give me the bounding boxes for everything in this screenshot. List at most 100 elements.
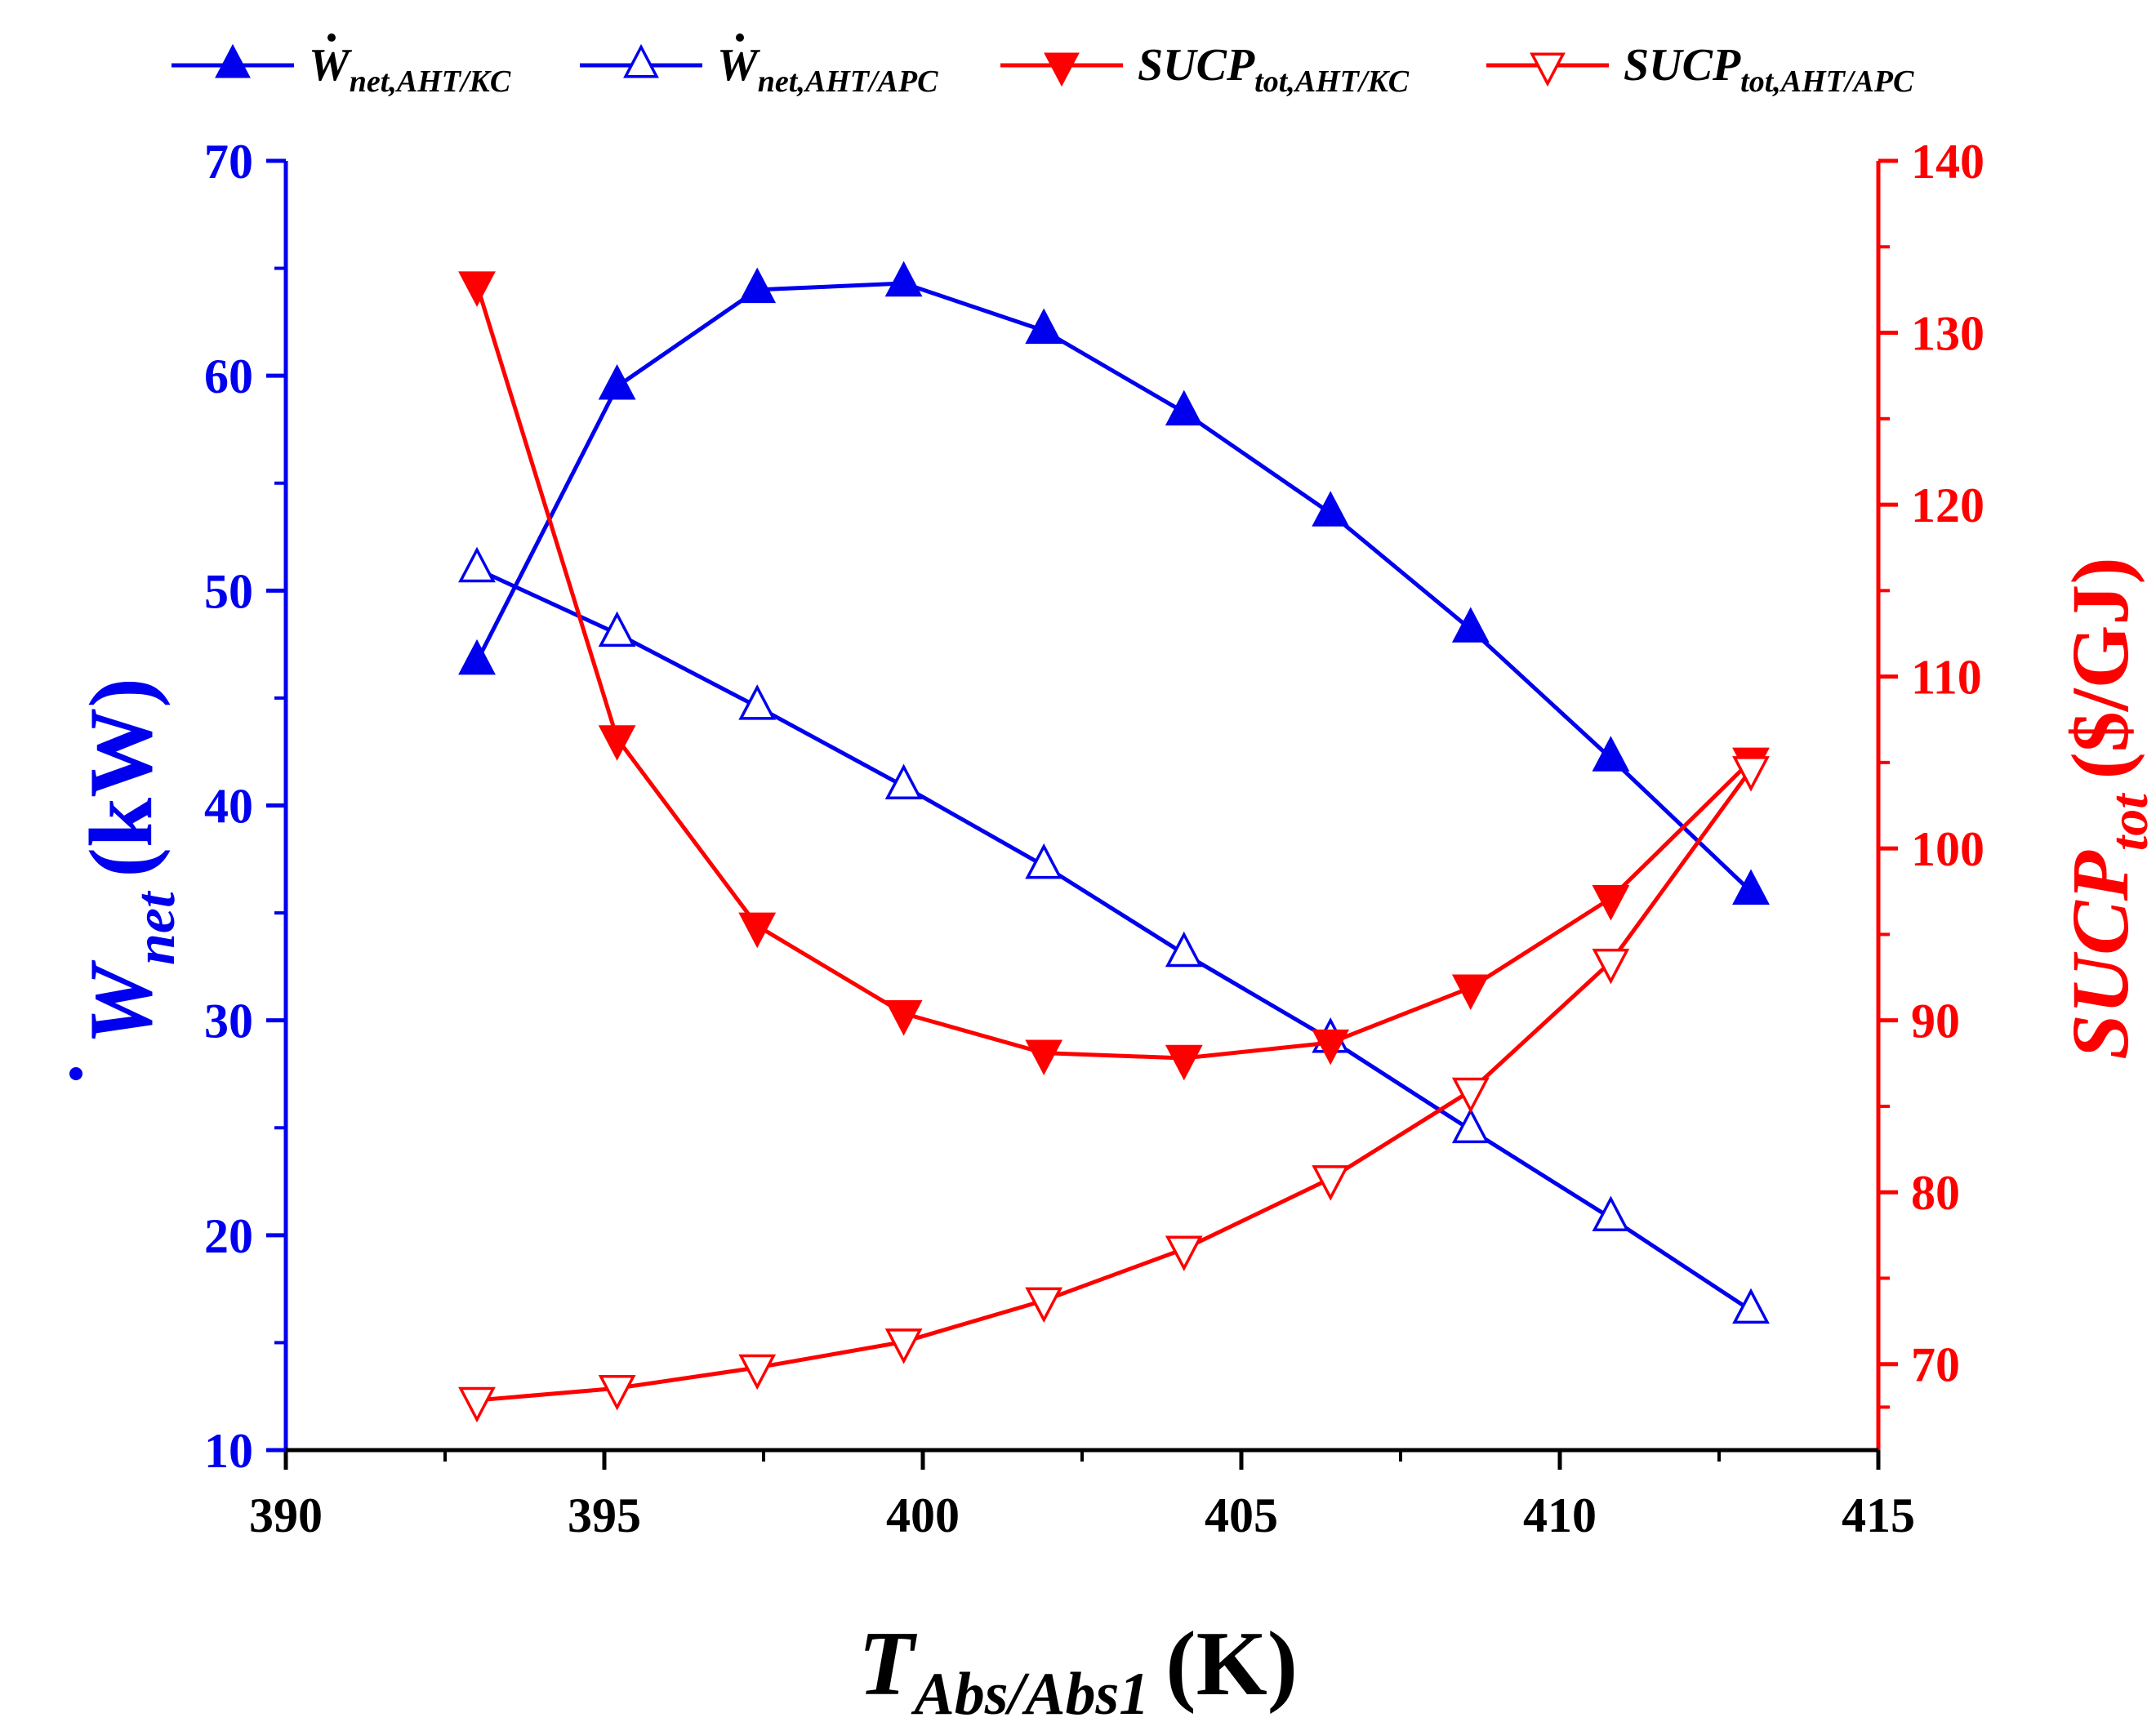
- data-point: [1732, 756, 1770, 792]
- legend-marker: [1044, 52, 1080, 87]
- data-point: [1732, 869, 1770, 905]
- data-point: [1451, 607, 1490, 643]
- legend-item-1: Wnet,AHT/APC: [580, 33, 938, 99]
- data-point: [738, 912, 777, 949]
- x-axis-title-main: T: [858, 1613, 918, 1715]
- legend-label-main: W: [717, 40, 761, 91]
- legend-label-main: SUCP: [1138, 40, 1255, 91]
- series-line: [474, 283, 1753, 1061]
- data-point: [598, 725, 636, 761]
- series-1: [458, 546, 1770, 1324]
- right-tick-label: 90: [1911, 994, 1960, 1048]
- legend-dot-accent: [736, 33, 744, 42]
- data-point: [598, 1375, 636, 1411]
- left-tick-label: 10: [204, 1424, 253, 1478]
- data-point: [598, 364, 636, 400]
- axes: 390 395 400 405 410 415 10 20 30 40 50 60 70 70 80 90 10…: [204, 135, 1984, 1542]
- right-tick-label: 100: [1911, 822, 1984, 876]
- left-tick-label: 40: [204, 780, 253, 834]
- left-tick-label: 20: [204, 1209, 253, 1263]
- data-point: [1592, 885, 1630, 921]
- legend-label-sub: net,AHT/KC: [350, 65, 511, 99]
- legend-label-sub: tot,AHT/KC: [1254, 65, 1410, 99]
- data-point: [738, 684, 777, 720]
- series-line: [475, 567, 1753, 1313]
- data-point: [738, 1354, 777, 1391]
- right-tick-label: 70: [1911, 1338, 1960, 1392]
- data-point: [1312, 1029, 1350, 1066]
- data-point: [1165, 1044, 1203, 1081]
- data-point: [1451, 974, 1490, 1010]
- left-axis-title-unit: (kW): [71, 678, 171, 877]
- series-line: [474, 281, 1753, 893]
- plot-area: [458, 260, 1770, 1423]
- legend-label-main: W: [309, 40, 353, 91]
- data-point: [1451, 1107, 1490, 1144]
- data-point: [884, 260, 923, 297]
- data-point: [1732, 1288, 1770, 1324]
- data-point: [738, 267, 777, 304]
- data-point: [1165, 931, 1203, 968]
- data-point: [1165, 1235, 1203, 1271]
- data-point: [598, 611, 636, 647]
- right-axis-title-sub: tot: [2100, 793, 2156, 851]
- x-tick-label: 415: [1842, 1488, 1915, 1542]
- data-point: [458, 271, 496, 307]
- legend-item-2: SUCPtot,AHT/KC: [1000, 40, 1410, 99]
- right-axis-title-unit: ($/GJ): [2055, 557, 2145, 779]
- legend-label: Wnet,AHT/KC: [309, 40, 511, 99]
- data-point: [458, 546, 496, 583]
- x-tick-label: 395: [568, 1488, 641, 1542]
- data-point: [458, 1386, 496, 1423]
- x-tick-label: 410: [1523, 1488, 1597, 1542]
- data-point: [1312, 491, 1350, 527]
- right-tick-label: 130: [1911, 307, 1984, 361]
- data-point: [1025, 1039, 1063, 1075]
- x-axis-title: TAbs/Abs1 (K): [858, 1613, 1298, 1722]
- legend-item-3: SUCPtot,AHT/APC: [1486, 40, 1914, 99]
- data-point: [1165, 389, 1203, 426]
- legend-marker: [623, 43, 659, 78]
- data-point: [1025, 843, 1063, 879]
- right-tick-label: 120: [1911, 478, 1984, 532]
- left-tick-label: 60: [204, 349, 253, 403]
- right-axis-title: SUCPtot ($/GJ): [2055, 557, 2156, 1059]
- left-axis-title: Wnet (kW): [69, 678, 187, 1080]
- x-tick-label: 390: [249, 1488, 323, 1542]
- data-point: [1592, 1195, 1630, 1231]
- data-point: [1592, 948, 1630, 985]
- left-tick-label: 30: [204, 994, 253, 1048]
- x-tick-label: 400: [886, 1488, 960, 1542]
- legend: Wnet,AHT/KC Wnet,AHT/APC SUCPtot,AHT/KC SUC…: [172, 33, 1914, 99]
- series-3: [458, 756, 1770, 1423]
- svg-text:Wnet(kW): Wnet (kW): [71, 678, 187, 1045]
- data-point: [884, 763, 923, 800]
- left-title-dot-accent: [69, 1067, 82, 1080]
- data-point: [1451, 1077, 1490, 1114]
- right-tick-label: 80: [1911, 1166, 1960, 1220]
- legend-item-0: Wnet,AHT/KC: [172, 33, 511, 99]
- left-axis-title-main: W: [71, 959, 171, 1045]
- legend-label-main: SUCP: [1624, 40, 1741, 91]
- legend-label: SUCPtot,AHT/KC: [1138, 40, 1410, 99]
- data-point: [1592, 736, 1630, 772]
- left-tick-label: 50: [204, 564, 253, 618]
- data-point: [1025, 1287, 1063, 1324]
- data-point: [884, 1328, 923, 1364]
- series-2: [458, 271, 1770, 1081]
- legend-label-sub: tot,AHT/APC: [1740, 65, 1914, 99]
- legend-label: Wnet,AHT/APC: [717, 40, 938, 99]
- legend-label: SUCPtot,AHT/APC: [1624, 40, 1914, 99]
- data-point: [1312, 1165, 1350, 1201]
- legend-label-sub: net,AHT/APC: [758, 65, 938, 99]
- right-axis-title-main: SUCP: [2055, 850, 2145, 1060]
- legend-marker: [1530, 52, 1566, 87]
- data-point: [1025, 308, 1063, 345]
- x-axis-title-sub: Abs/Abs1: [911, 1661, 1149, 1722]
- left-axis-title-sub: net: [124, 890, 187, 965]
- right-tick-label: 140: [1911, 135, 1984, 189]
- legend-dot-accent: [327, 33, 336, 42]
- svg-text:SUCPtot($/GJ): SUCPtot ($/GJ): [2055, 557, 2156, 1059]
- left-tick-label: 70: [204, 135, 253, 189]
